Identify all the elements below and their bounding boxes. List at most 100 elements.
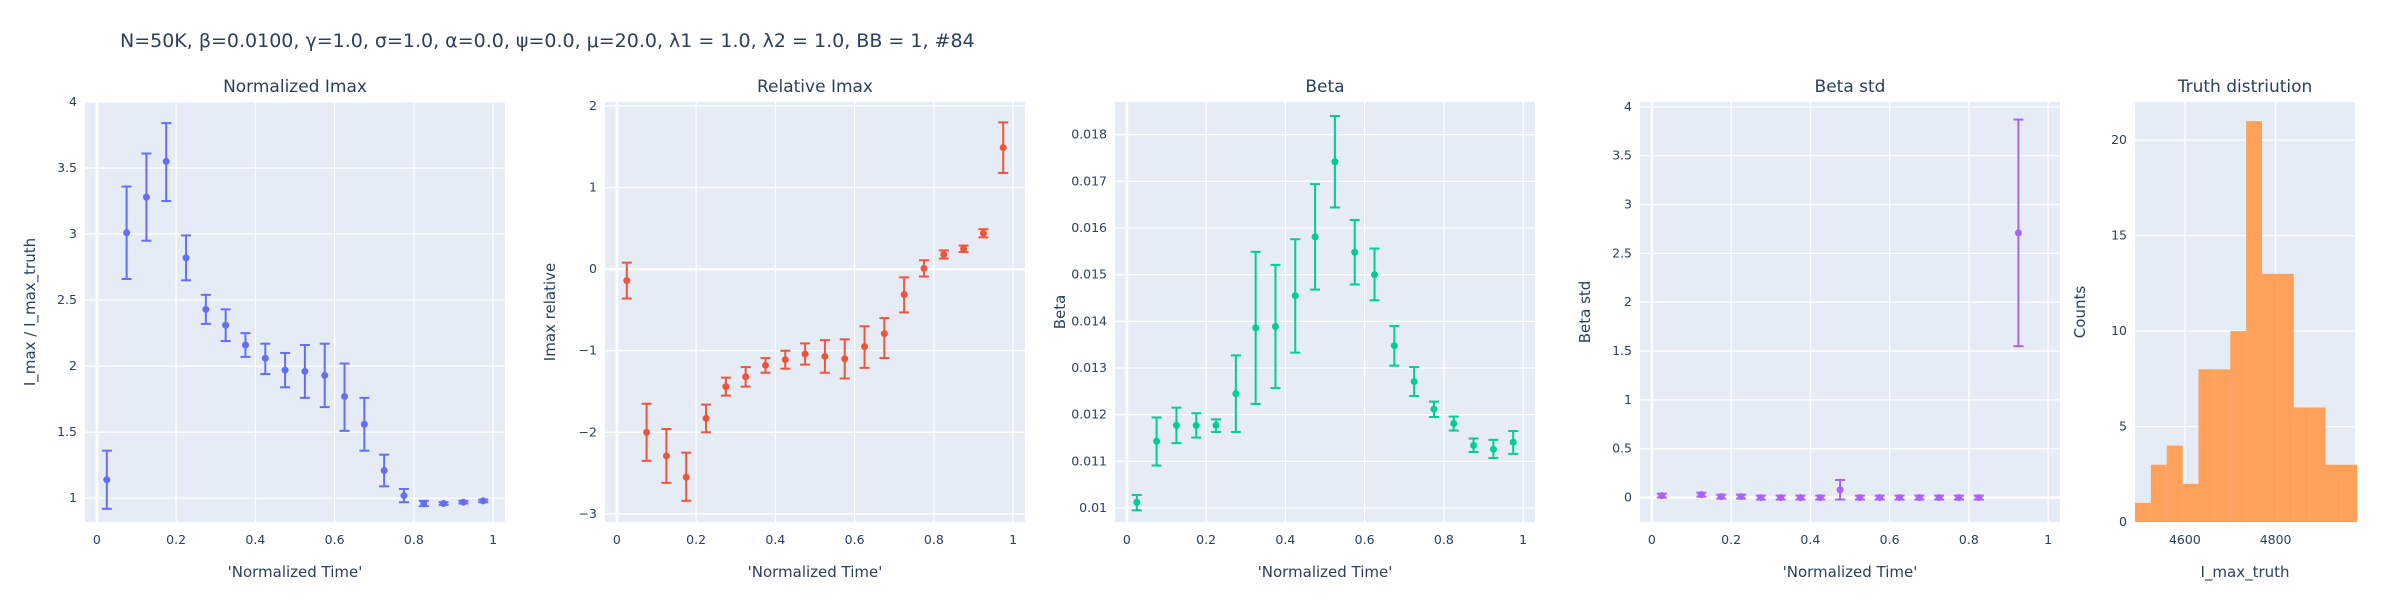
data-point bbox=[182, 254, 190, 262]
x-axis-label: I_max_truth bbox=[2200, 563, 2289, 582]
x-tick-label: 0.8 bbox=[1434, 532, 1454, 547]
data-point bbox=[1192, 421, 1200, 429]
chart-title: Truth distriution bbox=[2177, 77, 2313, 97]
plot-area-3 bbox=[1115, 102, 1535, 522]
data-point bbox=[400, 492, 408, 500]
data-point bbox=[623, 277, 631, 285]
data-point bbox=[1876, 494, 1884, 502]
data-point bbox=[702, 414, 710, 422]
x-tick-label: 0.4 bbox=[245, 532, 265, 547]
y-tick-label: 0.013 bbox=[1071, 360, 1107, 375]
x-tick-label: 0.2 bbox=[686, 532, 706, 547]
data-point bbox=[1470, 441, 1478, 449]
data-point bbox=[979, 229, 987, 237]
x-tick-label: 1 bbox=[1009, 532, 1017, 547]
data-point bbox=[1975, 494, 1983, 502]
data-point bbox=[440, 500, 448, 508]
data-point bbox=[761, 361, 769, 369]
data-point bbox=[1232, 390, 1240, 398]
histogram-bar bbox=[2230, 331, 2247, 522]
x-tick-label: 1 bbox=[489, 532, 497, 547]
y-tick-label: 0 bbox=[2119, 514, 2127, 529]
x-tick-label: 0.8 bbox=[404, 532, 424, 547]
data-point bbox=[1777, 494, 1785, 502]
data-point bbox=[1212, 421, 1220, 429]
y-tick-label: 0.016 bbox=[1071, 220, 1107, 235]
data-point bbox=[662, 452, 670, 460]
y-tick-label: 2 bbox=[1624, 294, 1632, 309]
chart-title: Beta bbox=[1305, 77, 1344, 97]
data-point bbox=[841, 355, 849, 363]
x-tick-label: 1 bbox=[2044, 532, 2052, 547]
chart-title: Beta std bbox=[1815, 77, 1886, 97]
y-tick-label: 1 bbox=[1624, 392, 1632, 407]
y-axis-label: Beta bbox=[1051, 295, 1069, 330]
data-point bbox=[459, 498, 467, 506]
data-point bbox=[1509, 438, 1517, 446]
data-point bbox=[241, 341, 249, 349]
data-point bbox=[1796, 494, 1804, 502]
figure-title: N=50K, β=0.0100, γ=1.0, σ=1.0, α=0.0, ψ=… bbox=[120, 30, 975, 52]
histogram-bar bbox=[2198, 369, 2215, 522]
histogram-bar bbox=[2325, 464, 2342, 522]
data-point bbox=[1737, 493, 1745, 501]
y-axis-label: Imax relative bbox=[541, 263, 559, 361]
data-point bbox=[479, 497, 487, 505]
y-tick-label: 3.5 bbox=[57, 160, 77, 175]
data-point bbox=[900, 290, 908, 298]
data-point bbox=[920, 264, 928, 272]
y-tick-label: 0.012 bbox=[1071, 407, 1107, 422]
x-axis-label: 'Normalized Time' bbox=[1783, 563, 1918, 581]
y-tick-label: 1.5 bbox=[57, 424, 77, 439]
data-point bbox=[380, 466, 388, 474]
x-tick-label: 0 bbox=[613, 532, 621, 547]
data-point bbox=[1955, 494, 1963, 502]
data-point bbox=[2014, 229, 2022, 237]
data-point bbox=[321, 371, 329, 379]
y-tick-label: 2.5 bbox=[1612, 245, 1632, 260]
x-axis-label: 'Normalized Time' bbox=[748, 563, 883, 581]
data-point bbox=[1896, 494, 1904, 502]
y-tick-label: 3.5 bbox=[1612, 148, 1632, 163]
y-tick-label: −2 bbox=[579, 424, 597, 439]
data-point bbox=[103, 476, 111, 484]
data-point bbox=[202, 305, 210, 313]
data-point bbox=[1450, 420, 1458, 428]
data-point bbox=[801, 350, 809, 358]
histogram-bar bbox=[2309, 407, 2326, 522]
y-tick-label: 0 bbox=[1624, 490, 1632, 505]
data-point bbox=[781, 356, 789, 364]
y-tick-label: 1.5 bbox=[1612, 343, 1632, 358]
data-point bbox=[1836, 486, 1844, 494]
histogram-bar bbox=[2135, 502, 2151, 522]
x-tick-label: 0.8 bbox=[924, 532, 944, 547]
x-tick-label: 0.2 bbox=[1196, 532, 1216, 547]
data-point bbox=[420, 500, 428, 508]
data-point bbox=[1172, 421, 1180, 429]
x-tick-label: 0.6 bbox=[325, 532, 345, 547]
y-tick-label: 4 bbox=[1624, 99, 1632, 114]
y-axis-label: Beta std bbox=[1576, 281, 1594, 344]
data-point bbox=[1697, 491, 1705, 499]
data-point bbox=[643, 428, 651, 436]
y-axis-label: Counts bbox=[2071, 286, 2089, 339]
histogram-bar bbox=[2214, 369, 2231, 522]
histogram-bar bbox=[2293, 407, 2310, 522]
data-point bbox=[1489, 445, 1497, 453]
y-tick-label: 0.014 bbox=[1071, 313, 1107, 328]
histogram-bar bbox=[2341, 464, 2358, 522]
y-tick-label: 0.5 bbox=[1612, 441, 1632, 456]
y-tick-label: 5 bbox=[2119, 419, 2127, 434]
y-tick-label: 0 bbox=[589, 261, 597, 276]
data-point bbox=[1390, 342, 1398, 350]
data-point bbox=[1291, 292, 1299, 300]
data-point bbox=[1133, 498, 1141, 506]
x-tick-label: 0 bbox=[1648, 532, 1656, 547]
y-tick-label: 0.015 bbox=[1071, 267, 1107, 282]
data-point bbox=[1915, 494, 1923, 502]
y-tick-label: 1 bbox=[589, 180, 597, 195]
y-tick-label: 1 bbox=[69, 490, 77, 505]
x-tick-label: 0.8 bbox=[1959, 532, 1979, 547]
data-point bbox=[1153, 437, 1161, 445]
